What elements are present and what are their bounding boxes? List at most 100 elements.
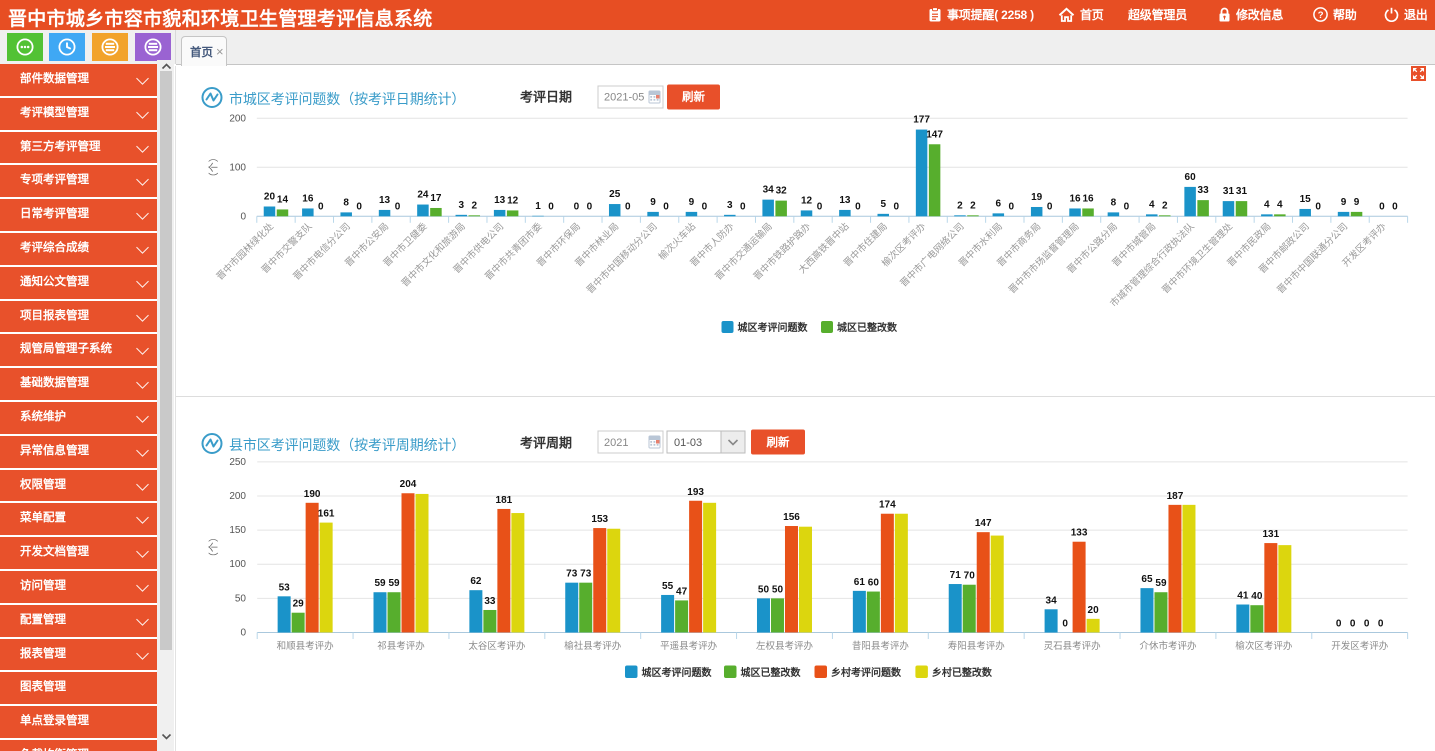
svg-text:14: 14	[277, 194, 289, 205]
svg-text:131: 131	[1262, 529, 1279, 540]
svg-text:40: 40	[1251, 591, 1263, 602]
svg-text:0: 0	[548, 201, 554, 212]
svg-text:73: 73	[566, 569, 578, 580]
svg-text:12: 12	[507, 195, 519, 206]
svg-text:城区已整改数: 城区已整改数	[741, 666, 802, 679]
svg-text:8: 8	[343, 197, 349, 208]
svg-text:城区考评问题数: 城区考评问题数	[738, 321, 809, 334]
svg-text:0: 0	[625, 201, 631, 212]
svg-text:昔阳县考评办: 昔阳县考评办	[852, 640, 910, 652]
svg-text:29: 29	[293, 599, 305, 610]
svg-text:9: 9	[650, 197, 656, 208]
svg-text:33: 33	[484, 596, 496, 607]
svg-text:181: 181	[496, 495, 513, 506]
svg-text:晋中市文化和旅游局: 晋中市文化和旅游局	[399, 220, 468, 289]
svg-text:150: 150	[229, 525, 246, 536]
svg-text:0: 0	[395, 201, 401, 212]
svg-text:161: 161	[318, 509, 335, 520]
svg-text:介休市考评办: 介休市考评办	[1139, 640, 1197, 652]
svg-text:20: 20	[1088, 605, 1100, 616]
svg-text:13: 13	[839, 195, 851, 206]
svg-text:0: 0	[1124, 201, 1130, 212]
svg-text:59: 59	[388, 578, 400, 589]
svg-text:0: 0	[1336, 619, 1342, 630]
svg-text:13: 13	[494, 195, 506, 206]
svg-text:73: 73	[580, 569, 592, 580]
svg-text:0: 0	[587, 201, 593, 212]
svg-text:4: 4	[1264, 199, 1270, 210]
svg-text:晋中市中国联通分公司: 晋中市中国联通分公司	[1275, 220, 1351, 296]
svg-text:53: 53	[279, 582, 291, 593]
svg-text:2: 2	[471, 200, 477, 211]
svg-text:32: 32	[776, 186, 788, 197]
svg-text:考评日期: 考评日期	[520, 90, 572, 105]
svg-text:16: 16	[1082, 193, 1094, 204]
svg-text:5: 5	[880, 199, 886, 210]
svg-text:60: 60	[868, 578, 880, 589]
svg-text:0: 0	[1350, 619, 1356, 630]
svg-text:0: 0	[1062, 619, 1068, 630]
svg-text:9: 9	[1341, 197, 1347, 208]
svg-text:榆次火车站: 榆次火车站	[656, 220, 698, 262]
svg-text:0: 0	[1392, 201, 1398, 212]
svg-text:16: 16	[1069, 193, 1081, 204]
svg-text:刷新: 刷新	[767, 435, 790, 449]
svg-text:34: 34	[1046, 595, 1058, 606]
svg-text:4: 4	[1149, 199, 1155, 210]
svg-text:0: 0	[1364, 619, 1370, 630]
svg-text:147: 147	[926, 129, 943, 140]
svg-text:0: 0	[1047, 201, 1053, 212]
svg-text:2021: 2021	[604, 437, 628, 449]
svg-text:晋中市中国移动分公司: 晋中市中国移动分公司	[584, 220, 660, 296]
svg-text:乡村考评问题数: 乡村考评问题数	[831, 666, 902, 679]
svg-text:9: 9	[1354, 197, 1360, 208]
svg-text:晋中市市场监督管理局: 晋中市市场监督管理局	[1006, 220, 1082, 296]
svg-text:13: 13	[379, 195, 391, 206]
svg-text:31: 31	[1223, 186, 1235, 197]
svg-text:19: 19	[1031, 192, 1043, 203]
svg-text:204: 204	[400, 479, 417, 490]
svg-text:左权县考评办: 左权县考评办	[756, 640, 814, 652]
svg-text:0: 0	[1315, 201, 1321, 212]
svg-text:8: 8	[1111, 197, 1117, 208]
svg-text:70: 70	[964, 571, 976, 582]
svg-text:县市区考评问题数（按考评周期统计）: 县市区考评问题数（按考评周期统计）	[229, 437, 465, 453]
svg-text:寿阳县考评办: 寿阳县考评办	[948, 640, 1006, 652]
svg-text:50: 50	[758, 584, 770, 595]
svg-text:（个）: （个）	[208, 152, 220, 182]
svg-text:147: 147	[975, 518, 992, 529]
svg-text:平遥县考评办: 平遥县考评办	[660, 640, 718, 652]
svg-text:0: 0	[740, 201, 746, 212]
svg-text:65: 65	[1141, 574, 1153, 585]
svg-text:59: 59	[1155, 578, 1167, 589]
svg-text:晋中市广电网络公司: 晋中市广电网络公司	[898, 220, 967, 289]
svg-text:城区已整改数: 城区已整改数	[837, 321, 898, 334]
svg-text:0: 0	[855, 201, 861, 212]
svg-text:71: 71	[950, 570, 962, 581]
svg-text:200: 200	[229, 113, 246, 124]
svg-text:55: 55	[662, 581, 674, 592]
svg-text:12: 12	[801, 195, 813, 206]
svg-text:0: 0	[1009, 201, 1015, 212]
svg-text:61: 61	[854, 577, 866, 588]
svg-text:153: 153	[591, 514, 608, 525]
svg-text:4: 4	[1277, 199, 1283, 210]
svg-text:0: 0	[1378, 619, 1384, 630]
svg-text:24: 24	[417, 190, 429, 201]
svg-text:0: 0	[663, 201, 669, 212]
svg-text:灵石县考评办: 灵石县考评办	[1044, 640, 1102, 652]
svg-text:6: 6	[996, 198, 1002, 209]
svg-text:0: 0	[817, 201, 823, 212]
svg-text:榆次区考评办: 榆次区考评办	[1235, 640, 1293, 652]
svg-text:0: 0	[356, 201, 362, 212]
svg-text:50: 50	[235, 593, 247, 604]
svg-text:15: 15	[1300, 194, 1312, 205]
svg-text:3: 3	[727, 200, 733, 211]
svg-text:41: 41	[1237, 591, 1249, 602]
svg-text:祁县考评办: 祁县考评办	[377, 640, 425, 652]
svg-text:17: 17	[430, 193, 442, 204]
svg-text:2021-05: 2021-05	[604, 92, 644, 104]
svg-text:2: 2	[957, 200, 963, 211]
svg-text:193: 193	[687, 487, 704, 498]
svg-text:2: 2	[1162, 200, 1168, 211]
